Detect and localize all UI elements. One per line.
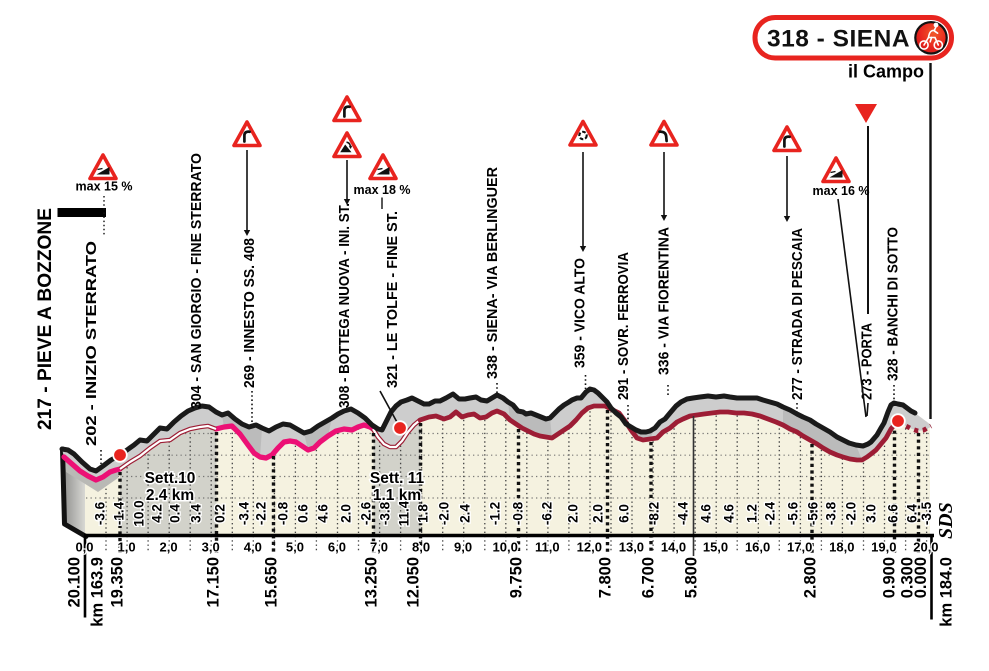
svg-text:12,0: 12,0 [577,540,602,555]
svg-text:9,0: 9,0 [454,540,472,555]
svg-text:-3.6: -3.6 [93,501,108,525]
svg-text:2.0: 2.0 [566,504,581,523]
svg-text:6,0: 6,0 [328,540,346,555]
svg-text:5.800: 5.800 [683,557,701,598]
svg-text:-0.8: -0.8 [276,501,291,525]
svg-text:217 - PIEVE A BOZZONE: 217 - PIEVE A BOZZONE [35,208,56,430]
svg-text:269 - INNESTO SS. 408: 269 - INNESTO SS. 408 [242,238,258,388]
svg-text:10.0: 10.0 [132,500,147,526]
svg-text:4.6: 4.6 [722,504,737,523]
svg-text:321 - LE TOLFE - FINE ST.: 321 - LE TOLFE - FINE ST. [385,211,401,388]
svg-text:max 18 %: max 18 % [354,183,411,197]
svg-text:15,0: 15,0 [703,540,728,555]
svg-text:202 - INIZIO STERRATO: 202 - INIZIO STERRATO [84,241,100,446]
svg-text:12.050: 12.050 [405,557,423,607]
svg-text:0.300: 0.300 [899,557,917,598]
svg-text:11.4: 11.4 [397,500,412,526]
svg-text:6.700: 6.700 [640,557,658,598]
svg-text:4.6: 4.6 [699,504,714,523]
svg-text:-2.0: -2.0 [844,502,859,525]
svg-text:SDS: SDS [935,502,957,539]
svg-text:0.900: 0.900 [881,557,899,598]
svg-text:0.4: 0.4 [168,504,183,523]
svg-text:318 - SIENA: 318 - SIENA [767,26,910,53]
svg-text:304 - SAN GIORGIO - FINE STERR: 304 - SAN GIORGIO - FINE STERRATO [189,153,205,409]
svg-text:1.8: 1.8 [416,504,431,523]
svg-text:14,0: 14,0 [661,540,686,555]
svg-text:2.800: 2.800 [802,557,820,598]
svg-text:13,0: 13,0 [619,540,644,555]
svg-text:11,0: 11,0 [535,540,560,555]
svg-text:km 163.9: km 163.9 [89,557,107,627]
svg-text:15.650: 15.650 [263,557,281,607]
svg-text:3,0: 3,0 [202,540,220,555]
svg-text:20.100: 20.100 [66,557,84,607]
svg-text:10,0: 10,0 [493,540,518,555]
svg-text:2.4 km: 2.4 km [146,487,194,504]
svg-text:359 - VICO ALTO: 359 - VICO ALTO [573,258,589,368]
svg-text:0.000: 0.000 [912,557,930,598]
svg-text:17,0: 17,0 [787,540,812,555]
svg-text:18,0: 18,0 [829,540,854,555]
svg-text:Sett.10: Sett.10 [145,470,196,487]
svg-text:2.4: 2.4 [458,504,473,523]
svg-text:3.0: 3.0 [864,504,879,523]
svg-text:273 - PORTA: 273 - PORTA [860,323,876,400]
svg-text:-2.0: -2.0 [437,502,452,525]
svg-text:0.6: 0.6 [296,504,311,523]
svg-text:9.750: 9.750 [508,557,526,598]
svg-text:291 - SOVR. FERROVIA: 291 - SOVR. FERROVIA [616,252,632,400]
svg-text:-3.8: -3.8 [824,501,839,525]
svg-text:13.250: 13.250 [363,557,381,607]
svg-text:336 - VIA FIORENTINA: 336 - VIA FIORENTINA [657,227,673,375]
svg-text:km 184.0: km 184.0 [938,557,956,627]
svg-text:2.0: 2.0 [339,504,354,523]
svg-text:19.350: 19.350 [109,557,127,607]
svg-text:0.2: 0.2 [213,504,228,523]
svg-text:8,0: 8,0 [412,540,430,555]
svg-text:il Campo: il Campo [848,62,924,82]
svg-text:-1.2: -1.2 [488,502,503,525]
svg-text:7.800: 7.800 [597,557,615,598]
svg-text:4.6: 4.6 [316,504,331,523]
svg-text:2,0: 2,0 [160,540,178,555]
svg-text:max 15 %: max 15 % [76,180,133,194]
svg-text:1.2: 1.2 [745,504,760,523]
svg-text:6.0: 6.0 [617,504,632,523]
svg-text:6.4: 6.4 [905,504,920,523]
svg-text:328 - BANCHI DI SOTTO: 328 - BANCHI DI SOTTO [886,227,902,381]
svg-text:-5.6: -5.6 [786,501,801,525]
svg-text:3.4: 3.4 [189,504,204,523]
svg-text:4.2: 4.2 [150,504,165,523]
svg-text:2.0: 2.0 [591,504,606,523]
svg-text:Sett. 11: Sett. 11 [370,470,425,487]
svg-text:1,0: 1,0 [118,540,136,555]
svg-text:17.150: 17.150 [205,557,223,607]
svg-text:308 - BOTTEGA NUOVA - INI. ST.: 308 - BOTTEGA NUOVA - INI. ST. [337,203,353,408]
svg-text:1.1 km: 1.1 km [373,487,421,504]
svg-text:7,0: 7,0 [370,540,388,555]
svg-text:-3.8: -3.8 [378,501,393,525]
svg-text:-2.4: -2.4 [763,501,778,525]
svg-text:19,0: 19,0 [871,540,896,555]
svg-text:6.6: 6.6 [886,504,901,523]
svg-text:338 - SIENA- VIA BERLINGUER: 338 - SIENA- VIA BERLINGUER [485,166,501,379]
svg-text:16,0: 16,0 [745,540,770,555]
svg-text:277 - STRADA DI PESCAIA: 277 - STRADA DI PESCAIA [790,228,806,400]
svg-text:-3.4: -3.4 [237,501,252,525]
svg-text:-4.4: -4.4 [676,501,691,525]
svg-text:-2.2: -2.2 [254,502,269,525]
svg-text:-3.5: -3.5 [919,501,934,525]
svg-text:-6.2: -6.2 [540,502,555,525]
svg-text:max 16 %: max 16 % [813,184,870,198]
svg-text:4,0: 4,0 [244,540,262,555]
svg-text:-1.4: -1.4 [112,501,127,525]
svg-text:-8.2: -8.2 [647,502,662,525]
svg-text:0,0: 0,0 [75,540,93,555]
svg-text:-5.6: -5.6 [806,501,821,525]
svg-text:5,0: 5,0 [286,540,304,555]
svg-text:20,0: 20,0 [913,540,938,555]
svg-text:-2.6: -2.6 [359,501,374,525]
svg-text:-0.8: -0.8 [511,501,526,525]
